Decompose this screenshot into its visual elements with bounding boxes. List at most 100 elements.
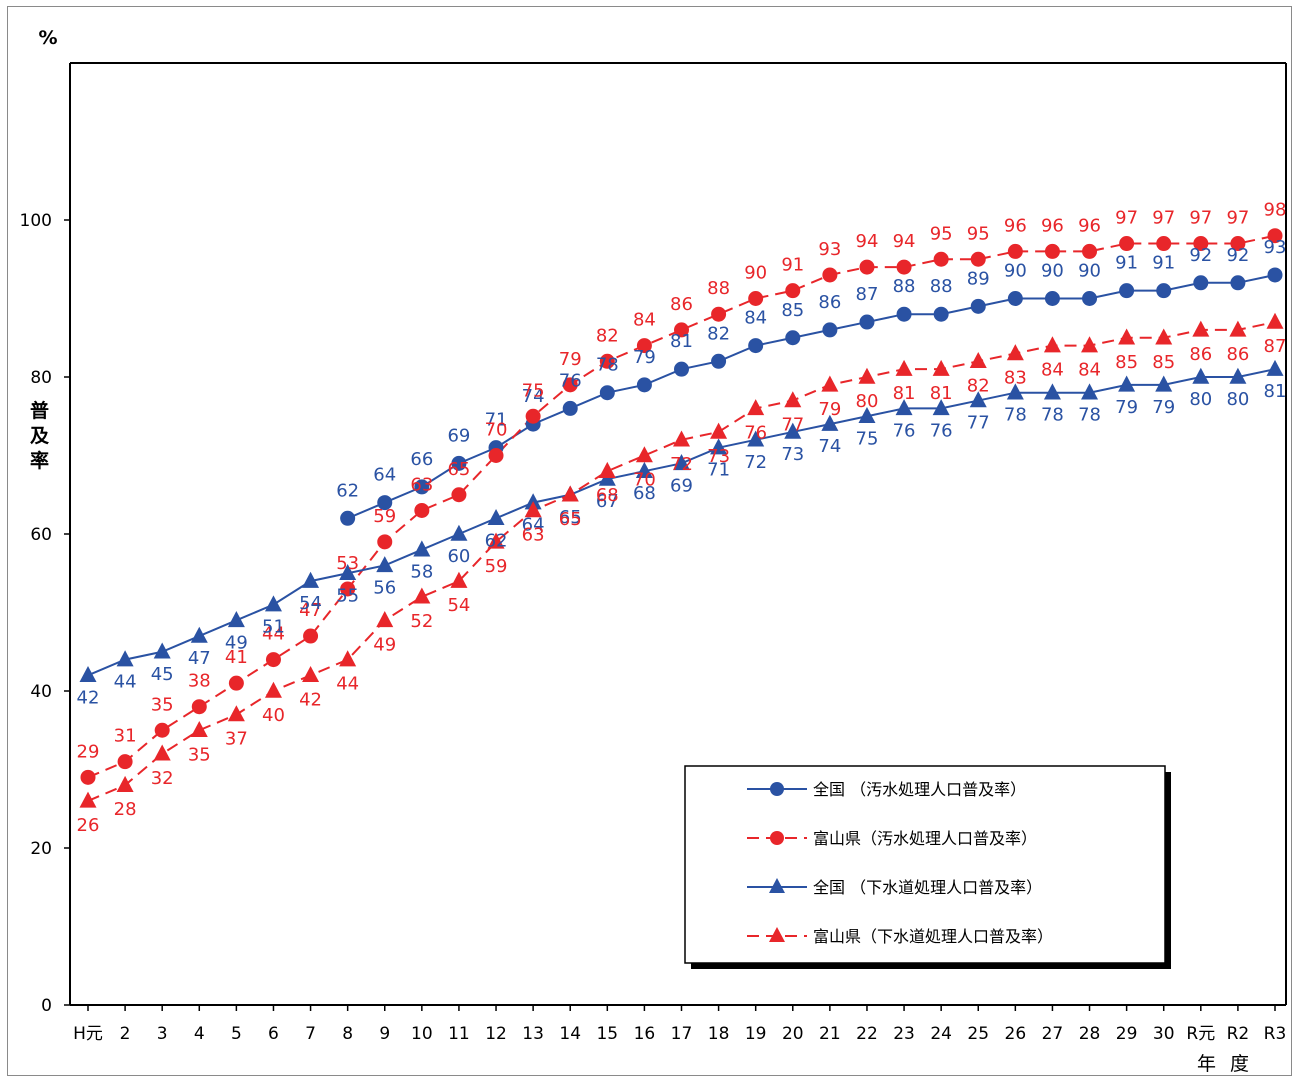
series-3-point — [1229, 367, 1247, 384]
legend-label-3: 全国 （下水道処理人口普及率） — [813, 878, 1042, 897]
series-2-data-label: 97 — [1226, 208, 1249, 229]
series-3-data-label: 77 — [967, 413, 990, 434]
series-2-point — [1267, 228, 1283, 244]
series-1-point — [1119, 283, 1135, 299]
x-tick-label: 7 — [305, 1024, 316, 1044]
series-4-point — [1192, 320, 1210, 337]
series-4-data-label: 85 — [1152, 352, 1175, 373]
legend-swatch-marker-3 — [769, 878, 785, 893]
series-3-data-label: 62 — [485, 530, 508, 551]
series-4-data-label: 68 — [596, 485, 619, 506]
x-tick-label: 25 — [967, 1024, 989, 1044]
series-3-data-label: 78 — [1041, 405, 1064, 426]
y-axis-label: 普及率 — [27, 399, 49, 475]
x-tick-label: 16 — [634, 1024, 656, 1044]
legend-box — [684, 765, 1166, 964]
x-tick-label: 12 — [485, 1024, 507, 1044]
series-1-data-label: 90 — [1004, 261, 1027, 282]
x-tick-label: 8 — [342, 1024, 353, 1044]
series-3-data-label: 56 — [373, 577, 396, 598]
series-2-data-label: 31 — [114, 726, 137, 747]
legend-swatch-marker-2 — [770, 831, 784, 845]
series-2-data-label: 29 — [77, 741, 100, 762]
x-tick-label: 18 — [708, 1024, 730, 1044]
series-3-data-label: 69 — [670, 475, 693, 496]
series-4-data-label: 70 — [633, 470, 656, 491]
series-1-data-label: 74 — [522, 386, 545, 407]
series-4-point — [376, 611, 394, 628]
x-tick-label: 24 — [930, 1024, 952, 1044]
series-2-data-label: 96 — [1004, 215, 1027, 236]
legend-swatch-marker-4 — [769, 927, 785, 942]
series-3-data-label: 64 — [522, 515, 545, 536]
series-2-data-label: 47 — [299, 600, 322, 621]
y-tick-label: 40 — [30, 682, 52, 702]
series-1-point — [785, 330, 801, 346]
series-3-data-label: 79 — [1152, 397, 1175, 418]
series-4-point — [339, 650, 357, 667]
series-2-point — [525, 408, 541, 424]
series-3-data-label: 42 — [77, 687, 100, 708]
series-4-data-label: 77 — [781, 415, 804, 436]
series-3-data-label: 78 — [1078, 405, 1101, 426]
series-4-data-label: 83 — [1004, 367, 1027, 388]
x-tick-label: 10 — [411, 1024, 433, 1044]
series-4-data-label: 40 — [262, 705, 285, 726]
series-4-point — [635, 446, 653, 463]
series-2-data-label: 38 — [188, 671, 211, 692]
series-1-data-label: 88 — [930, 276, 953, 297]
x-tick-label: R3 — [1264, 1024, 1287, 1044]
series-1-data-label: 81 — [670, 331, 693, 352]
x-tick-label: 14 — [559, 1024, 581, 1044]
series-4-point — [153, 744, 171, 761]
series-4-data-label: 86 — [1226, 344, 1249, 365]
series-3-point — [227, 611, 245, 628]
series-3-point — [190, 626, 208, 643]
series-4-data-label: 85 — [1115, 352, 1138, 373]
series-3-data-label: 51 — [262, 617, 285, 638]
series-1-data-label: 62 — [336, 480, 359, 501]
series-1-point — [1082, 291, 1098, 306]
x-tick-label: 29 — [1116, 1024, 1138, 1044]
series-4-point — [710, 422, 728, 439]
series-4-data-label: 37 — [225, 729, 248, 750]
series-3-point — [673, 454, 690, 471]
series-1-point — [414, 479, 430, 495]
series-4-point — [264, 681, 282, 698]
series-3-point — [747, 430, 765, 447]
series-4-point — [302, 666, 320, 683]
series-1-point — [599, 385, 615, 401]
series-2-point — [822, 267, 838, 283]
series-2-point — [191, 699, 207, 715]
series-2-point — [414, 502, 430, 518]
series-4-data-label: 65 — [559, 509, 582, 530]
series-2-data-label: 96 — [1041, 215, 1064, 236]
series-2-point — [117, 754, 133, 770]
series-3-data-label: 47 — [188, 648, 211, 669]
series-4-point — [487, 532, 505, 549]
series-2-point — [711, 306, 727, 322]
series-1-data-label: 76 — [559, 370, 582, 391]
x-tick-label: 20 — [782, 1024, 804, 1044]
x-tick-label: 23 — [893, 1024, 915, 1044]
series-3-data-label: 76 — [893, 420, 916, 441]
series-3-data-label: 45 — [151, 664, 174, 685]
series-1-point — [711, 353, 727, 369]
series-4-data-label: 52 — [410, 611, 433, 632]
x-tick-label: 2 — [120, 1024, 131, 1044]
series-3-point — [302, 571, 320, 588]
series-1-data-label: 92 — [1226, 245, 1249, 266]
x-tick-label: 27 — [1042, 1024, 1064, 1044]
series-4-point — [1155, 328, 1173, 345]
y-tick-label: 100 — [20, 211, 52, 231]
series-4-point — [821, 375, 839, 392]
series-2-data-label: 97 — [1115, 208, 1138, 229]
series-4-point — [1043, 336, 1061, 353]
series-2-data-label: 98 — [1264, 200, 1287, 221]
x-tick-label: 30 — [1153, 1024, 1175, 1044]
series-4-data-label: 28 — [114, 799, 137, 820]
x-tick-label: 13 — [522, 1024, 544, 1044]
series-2-data-label: 88 — [707, 278, 730, 299]
series-2-data-label: 70 — [485, 420, 508, 441]
